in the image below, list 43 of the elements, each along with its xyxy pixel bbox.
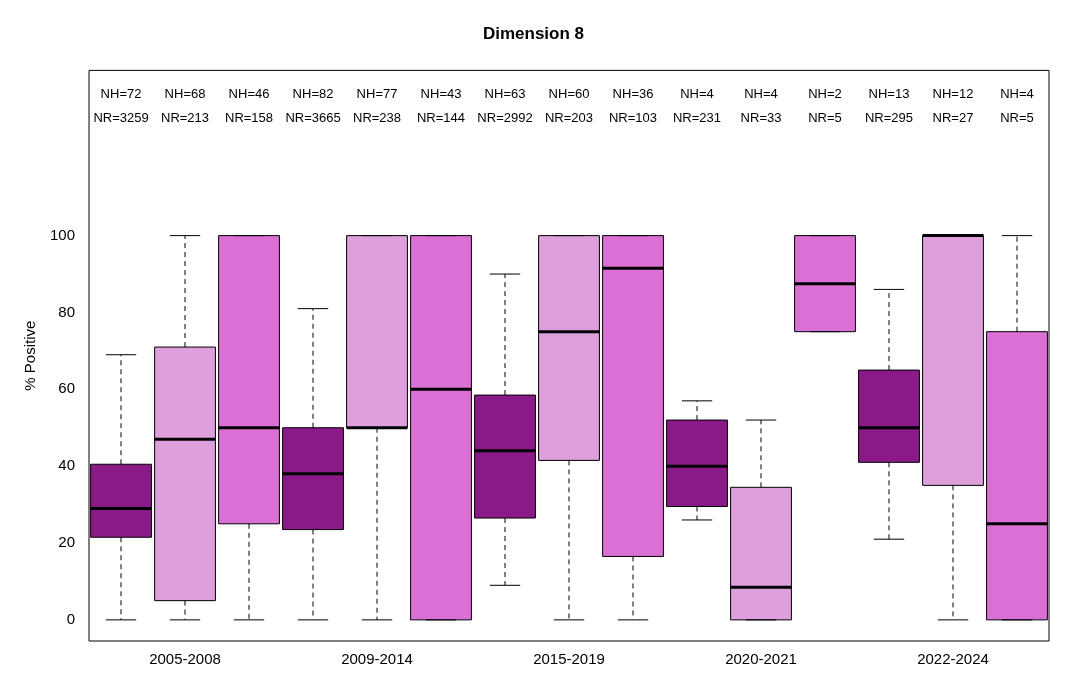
annotation: NH=60 <box>548 85 590 101</box>
annotation: NR=213 <box>160 109 210 125</box>
annotation: NH=4 <box>680 85 714 101</box>
annotation: NH=36 <box>612 85 654 101</box>
annotation: NH=13 <box>868 85 910 101</box>
annotation: NH=77 <box>356 85 398 101</box>
x-tick-label: 2005-2008 <box>149 650 221 668</box>
annotation: NR=144 <box>416 109 466 125</box>
y-tick-label: 0 <box>66 610 76 628</box>
annotation: NH=12 <box>932 85 974 101</box>
y-tick-label: 100 <box>50 225 76 243</box>
x-tick-label: 2009-2014 <box>341 650 413 668</box>
y-tick-label: 80 <box>58 302 76 320</box>
annotation: NR=238 <box>352 109 402 125</box>
chart-title: Dimension 8 <box>482 23 585 43</box>
annotation: NR=158 <box>224 109 274 125</box>
annotation: NH=68 <box>164 85 206 101</box>
annotation: NH=72 <box>100 85 142 101</box>
y-axis-title: % Positive <box>21 320 39 391</box>
annotation: NR=5 <box>808 109 842 125</box>
annotation: NH=2 <box>808 85 842 101</box>
annotation: NR=33 <box>740 109 782 125</box>
annotation: NH=82 <box>292 85 334 101</box>
annotation: NR=3259 <box>93 109 149 125</box>
x-tick-label: 2022-2024 <box>917 650 989 668</box>
annotation: NH=4 <box>744 85 778 101</box>
y-tick-label: 40 <box>58 456 76 474</box>
annotation: NR=231 <box>672 109 722 125</box>
annotation: NH=4 <box>1000 85 1034 101</box>
annotation: NH=43 <box>420 85 462 101</box>
annotation: NR=3665 <box>285 109 341 125</box>
y-tick-label: 20 <box>58 533 76 551</box>
annotation: NR=103 <box>608 109 658 125</box>
x-tick-label: 2015-2019 <box>533 650 605 668</box>
annotation: NR=27 <box>932 109 974 125</box>
annotation: NH=46 <box>228 85 270 101</box>
annotation: NR=295 <box>864 109 914 125</box>
annotation: NR=203 <box>544 109 594 125</box>
annotation: NR=5 <box>1000 109 1034 125</box>
x-tick-label: 2020-2021 <box>725 650 797 668</box>
y-tick-label: 60 <box>58 379 76 397</box>
annotation: NH=63 <box>484 85 526 101</box>
annotation: NR=2992 <box>477 109 533 125</box>
